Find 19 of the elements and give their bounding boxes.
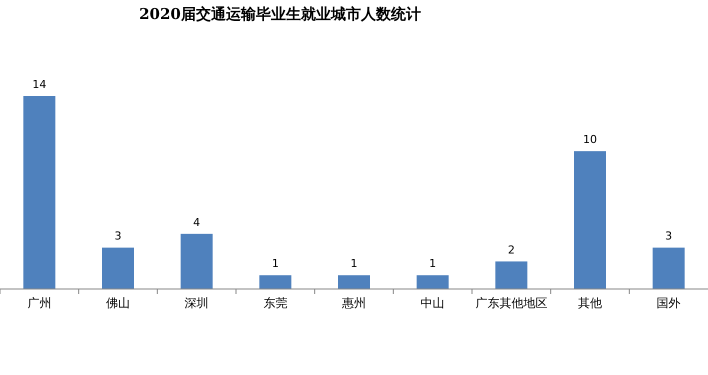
chart-title: 2020届交通运输毕业生就业城市人数统计 [139, 5, 421, 23]
data-label: 3 [665, 230, 672, 243]
data-label: 3 [114, 230, 122, 243]
x-tick-label: 其他 [578, 296, 602, 310]
x-tick-label: 中山 [420, 296, 445, 310]
data-label: 1 [272, 257, 279, 270]
data-label: 1 [350, 257, 358, 270]
x-tick-label: 国外 [656, 296, 681, 310]
x-tick-label: 广州 [27, 296, 52, 310]
data-label: 4 [193, 216, 200, 229]
data-label: 2 [508, 243, 515, 256]
data-label: 1 [429, 257, 436, 270]
x-tick-label: 广东其他地区 [475, 296, 548, 310]
x-tick-label: 佛山 [106, 296, 130, 310]
x-tick-label: 深圳 [184, 296, 209, 310]
x-tick-label: 惠州 [341, 296, 366, 310]
data-label: 14 [32, 78, 46, 91]
data-label: 10 [583, 133, 597, 146]
x-tick-label: 东莞 [263, 296, 288, 310]
